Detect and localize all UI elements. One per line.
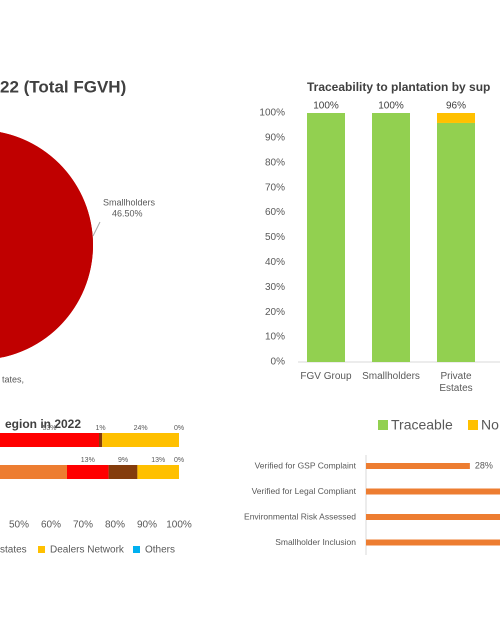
legend-label: Traceable — [391, 417, 453, 433]
x-tick-label: 50% — [9, 520, 29, 531]
slice-label: Smallholders — [103, 197, 156, 207]
x-tick-label: Private Estates — [439, 371, 473, 394]
legend-swatch — [38, 546, 45, 553]
legend-swatch — [378, 420, 388, 430]
bar-segment — [67, 465, 109, 479]
y-tick-label: 50% — [265, 232, 285, 243]
y-tick-label: 100% — [259, 108, 285, 119]
y-tick-label: 80% — [265, 157, 285, 168]
bar-segment — [0, 465, 67, 479]
y-tick-label: 40% — [265, 257, 285, 268]
y-tick-label: 60% — [265, 207, 285, 218]
region-title: egion in 2022 — [5, 417, 81, 431]
legend-label: No — [481, 417, 499, 433]
value-label: 13% — [151, 457, 165, 464]
legend-swatch — [133, 546, 140, 553]
value-label: 100% — [313, 101, 339, 112]
y-tick-label: 0% — [271, 357, 286, 368]
value-label: 100% — [378, 101, 404, 112]
bar — [366, 488, 500, 495]
x-tick-label: Smallholders — [362, 371, 420, 382]
bar-segment — [372, 113, 410, 362]
pie-title: 22 (Total FGVH) — [0, 77, 126, 96]
value-label: 96% — [446, 101, 466, 112]
x-tick-label: 60% — [41, 520, 61, 531]
value-label: 0% — [174, 457, 184, 464]
y-tick-label: 10% — [265, 332, 285, 343]
value-label: 0% — [174, 425, 184, 432]
x-tick-label: 100% — [166, 520, 192, 531]
x-tick-label: 90% — [137, 520, 157, 531]
annotation: tates, — [2, 374, 24, 384]
bar-segment — [137, 465, 179, 479]
y-tick-label: 90% — [265, 133, 285, 144]
y-tick-label: Verified for Legal Compliant — [252, 486, 357, 496]
y-tick-label: 30% — [265, 282, 285, 293]
value-label: 9% — [118, 457, 128, 464]
legend-swatch — [468, 420, 478, 430]
bar-segment — [102, 433, 179, 447]
y-tick-label: Verified for GSP Complaint — [255, 460, 357, 470]
pie-slice — [0, 132, 93, 358]
bar-segment — [437, 113, 475, 123]
bar — [366, 539, 500, 546]
x-tick-label: 80% — [105, 520, 125, 531]
bar-segment — [307, 113, 345, 362]
bar — [366, 514, 500, 520]
bar-segment — [99, 433, 103, 447]
y-tick-label: Environmental Risk Assessed — [244, 511, 356, 521]
bar-segment — [0, 433, 100, 447]
bar — [366, 463, 470, 469]
leader-line — [92, 221, 101, 237]
bar-segment — [437, 122, 475, 363]
slice-value: 46.50% — [112, 208, 143, 218]
bar-title: Traceability to plantation by sup — [307, 80, 490, 94]
y-tick-label: Smallholder Inclusion — [275, 537, 356, 547]
y-tick-label: 20% — [265, 307, 285, 318]
x-tick-label: 70% — [73, 520, 93, 531]
legend-label: Others — [145, 545, 175, 556]
value-label: 1% — [96, 425, 106, 432]
value-label: 28% — [475, 460, 493, 470]
value-label: 53% — [42, 425, 56, 432]
legend-label: Dealers Network — [50, 545, 125, 556]
legend-label: states — [0, 545, 27, 556]
y-tick-label: 70% — [265, 182, 285, 193]
x-tick-label: FGV Group — [300, 371, 352, 382]
value-label: 13% — [81, 457, 95, 464]
value-label: 24% — [134, 425, 148, 432]
bar-segment — [108, 465, 138, 479]
